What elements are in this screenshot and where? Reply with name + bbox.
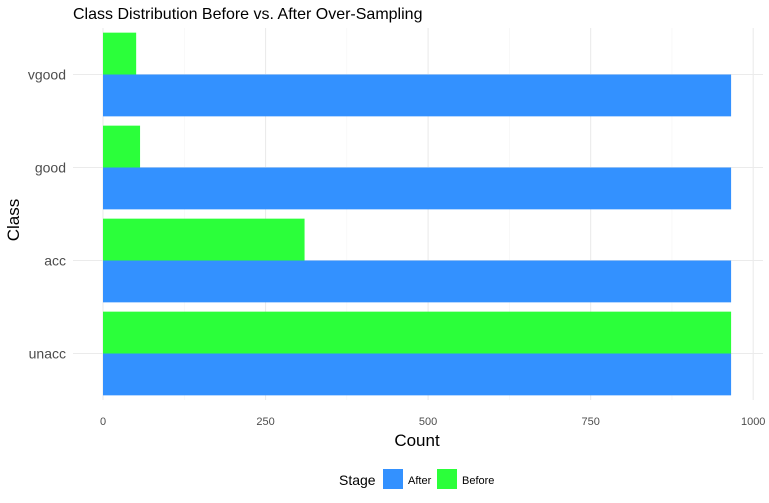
legend-key-before <box>437 469 457 489</box>
y-axis-title: Class <box>4 199 23 242</box>
y-tick-label: vgood <box>28 67 66 83</box>
x-tick-labels: 0 250 500 750 1000 <box>100 416 766 428</box>
y-tick-labels: unacc acc good vgood <box>28 67 66 362</box>
x-axis-title: Count <box>394 431 440 450</box>
bar-before-vgood <box>103 32 137 75</box>
bar-before-unacc <box>103 311 732 354</box>
x-tick-label: 750 <box>581 416 599 428</box>
x-tick-label: 250 <box>256 416 274 428</box>
bar-after-vgood <box>103 74 732 117</box>
y-tick-label: unacc <box>29 346 66 362</box>
bars <box>103 32 732 396</box>
legend-key-after <box>383 469 403 489</box>
bar-after-unacc <box>103 353 732 396</box>
legend-title: Stage <box>339 472 376 488</box>
y-tick-label: good <box>35 160 66 176</box>
bar-before-acc <box>103 218 305 261</box>
legend: Stage After Before <box>339 469 494 489</box>
bar-after-acc <box>103 260 732 303</box>
bar-before-good <box>103 125 141 168</box>
bar-after-good <box>103 167 732 210</box>
y-tick-label: acc <box>44 253 66 269</box>
x-tick-label: 500 <box>419 416 437 428</box>
x-tick-label: 1000 <box>741 416 765 428</box>
legend-label-before: Before <box>462 475 494 487</box>
legend-label-after: After <box>408 475 432 487</box>
chart-title: Class Distribution Before vs. After Over… <box>73 6 422 23</box>
x-tick-label: 0 <box>100 416 106 428</box>
